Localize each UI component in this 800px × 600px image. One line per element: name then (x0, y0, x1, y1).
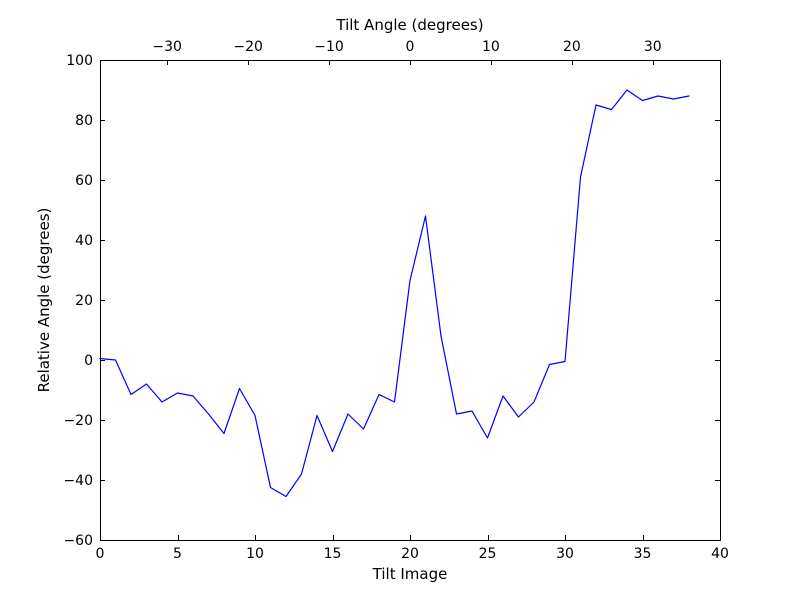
y-tick-label: 40 (75, 233, 93, 249)
y-tick-label: 0 (84, 353, 93, 369)
top-tick-label: −30 (152, 39, 182, 55)
x-tick-label: 40 (711, 546, 729, 562)
top-tick-label: 20 (563, 39, 581, 55)
y-tick-label: −60 (63, 533, 93, 549)
top-tick-label: 30 (644, 39, 662, 55)
x-tick-label: 15 (324, 546, 342, 562)
x-tick-label: 30 (556, 546, 574, 562)
y-tick-label: −40 (63, 473, 93, 489)
y-tick-label: 80 (75, 113, 93, 129)
top-tick-label: 10 (482, 39, 500, 55)
x-tick-label: 20 (401, 546, 419, 562)
top-tick-label: 0 (406, 39, 415, 55)
tick-marks (100, 60, 721, 541)
y-tick-label: −20 (63, 413, 93, 429)
plot-frame (100, 60, 721, 541)
tick-labels: 0 5 10 15 20 25 30 35 40 −30 −20 −10 0 10 20 30 100 80 60 4… (63, 39, 728, 562)
y-tick-label: 20 (75, 293, 93, 309)
x-tick-label: 5 (173, 546, 182, 562)
x-tick-label: 35 (634, 546, 652, 562)
x-tick-label: 10 (246, 546, 264, 562)
x-tick-label: 0 (96, 546, 105, 562)
y-tick-label: 100 (66, 53, 93, 69)
x-tick-label: 25 (479, 546, 497, 562)
top-axis-title: Tilt Angle (degrees) (336, 16, 484, 34)
series-line-relative-angle-vs-tilt-image (99, 89, 690, 498)
top-tick-label: −20 (233, 39, 263, 55)
x-axis-title: Tilt Image (372, 565, 448, 583)
top-tick-label: −10 (314, 39, 344, 55)
y-tick-label: 60 (75, 173, 93, 189)
y-axis-title: Relative Angle (degrees) (35, 207, 53, 393)
